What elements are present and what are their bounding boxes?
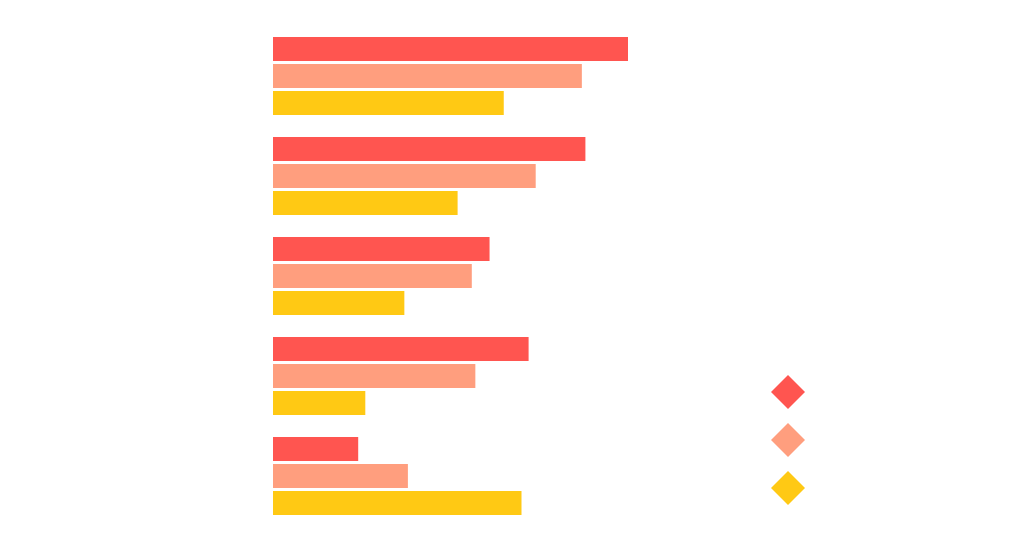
bars-group — [273, 37, 628, 515]
bar-group5-series2 — [273, 464, 408, 488]
bar-group5-series1 — [273, 437, 359, 461]
bar-group4-series3 — [273, 391, 366, 415]
bar-group2-series3 — [273, 191, 458, 215]
bar-group3-series2 — [273, 264, 472, 288]
bar-group5-series3 — [273, 491, 522, 515]
legend-marker-series1 — [771, 375, 805, 409]
bar-group2-series2 — [273, 164, 536, 188]
legend-marker-series3 — [771, 471, 805, 505]
bar-group4-series1 — [273, 337, 529, 361]
bar-group1-series2 — [273, 64, 582, 88]
bar-group1-series1 — [273, 37, 628, 61]
bar-group4-series2 — [273, 364, 476, 388]
bar-group3-series3 — [273, 291, 405, 315]
bar-group2-series1 — [273, 137, 586, 161]
bar-group3-series1 — [273, 237, 490, 261]
legend — [771, 375, 805, 505]
bar-group1-series3 — [273, 91, 504, 115]
legend-marker-series2 — [771, 423, 805, 457]
